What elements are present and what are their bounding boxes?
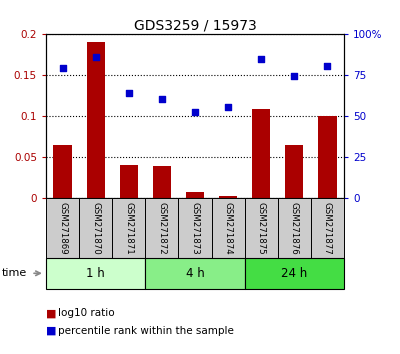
Bar	[54, 145, 72, 198]
Bar	[46, 198, 79, 258]
Bar	[186, 193, 204, 198]
Bar	[145, 258, 245, 289]
Bar	[86, 42, 105, 198]
Bar	[318, 116, 336, 198]
Point	[192, 109, 198, 115]
Text: 24 h: 24 h	[281, 267, 308, 280]
Bar	[285, 145, 304, 198]
Bar	[212, 198, 245, 258]
Point	[59, 65, 66, 71]
Bar	[145, 198, 178, 258]
Bar	[153, 166, 171, 198]
Point	[126, 90, 132, 96]
Point	[258, 56, 264, 62]
Point	[291, 73, 298, 79]
Point	[225, 104, 231, 110]
Text: time: time	[2, 268, 27, 278]
Text: GSM271874: GSM271874	[224, 202, 233, 255]
Bar	[245, 258, 344, 289]
Point	[159, 97, 165, 102]
Bar	[252, 109, 270, 198]
Text: 1 h: 1 h	[86, 267, 105, 280]
Bar	[245, 198, 278, 258]
Text: ■: ■	[46, 308, 56, 318]
Text: GSM271877: GSM271877	[323, 202, 332, 255]
Text: 4 h: 4 h	[186, 267, 204, 280]
Bar	[278, 198, 311, 258]
Text: GSM271873: GSM271873	[190, 202, 200, 255]
Text: GSM271876: GSM271876	[290, 202, 299, 255]
Text: GSM271869: GSM271869	[58, 202, 67, 255]
Bar	[112, 198, 145, 258]
Point	[324, 63, 331, 69]
Bar	[120, 165, 138, 198]
Bar	[219, 196, 237, 198]
Bar	[311, 198, 344, 258]
Text: ■: ■	[46, 326, 56, 336]
Text: GSM271870: GSM271870	[91, 202, 100, 255]
Text: GSM271875: GSM271875	[257, 202, 266, 255]
Text: GSM271871: GSM271871	[124, 202, 133, 255]
Bar	[178, 198, 212, 258]
Text: log10 ratio: log10 ratio	[58, 308, 115, 318]
Text: GSM271872: GSM271872	[157, 202, 166, 255]
Bar	[79, 198, 112, 258]
Title: GDS3259 / 15973: GDS3259 / 15973	[134, 18, 256, 33]
Text: percentile rank within the sample: percentile rank within the sample	[58, 326, 234, 336]
Point	[92, 54, 99, 59]
Bar	[46, 258, 145, 289]
